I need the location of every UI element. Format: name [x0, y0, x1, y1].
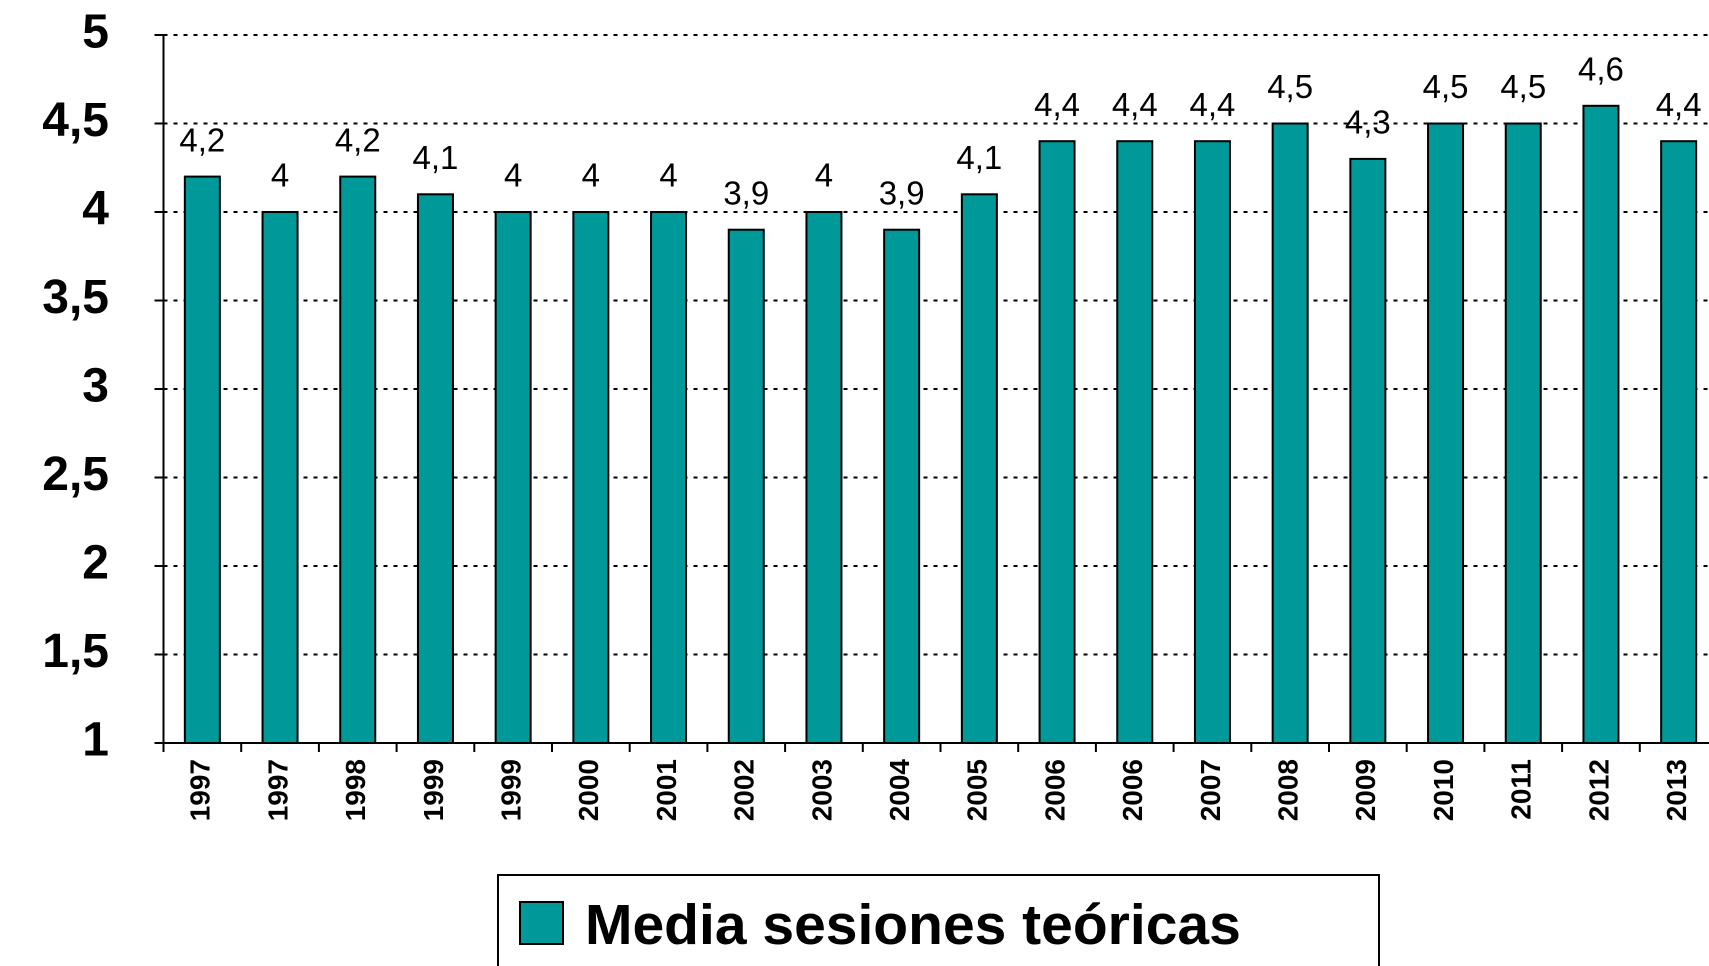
value-label: 3,9 — [723, 174, 769, 211]
bar — [1427, 122, 1465, 744]
x-tick-label: 2008 — [1273, 759, 1304, 821]
bar — [1349, 157, 1387, 744]
bar — [183, 175, 221, 745]
value-label: 4,4 — [1656, 86, 1702, 123]
value-label: 4,4 — [1034, 86, 1080, 123]
x-tick-label: 2005 — [962, 759, 993, 821]
x-tick-label: 2011 — [1506, 759, 1537, 820]
value-label: 4,5 — [1267, 68, 1313, 105]
value-label: 3,9 — [879, 174, 925, 211]
x-tick-label: 2010 — [1428, 759, 1459, 821]
y-tick-label: 2,5 — [42, 448, 109, 501]
x-tick-label: 2000 — [573, 759, 604, 821]
value-label: 4,5 — [1500, 68, 1546, 105]
value-label: 4,2 — [179, 121, 225, 158]
bar — [261, 211, 299, 744]
y-tick-label: 1 — [82, 714, 109, 767]
x-tick-label: 2001 — [651, 759, 682, 821]
bar — [805, 211, 843, 744]
y-tick-label: 4 — [82, 183, 109, 236]
y-tick-label: 5 — [82, 6, 109, 59]
value-label: 4,2 — [335, 121, 381, 158]
bar — [1582, 104, 1620, 745]
x-tick-label: 2013 — [1661, 759, 1692, 821]
bar — [494, 211, 532, 744]
x-tick-label: 2007 — [1195, 759, 1226, 821]
bar — [960, 193, 998, 745]
bar — [1504, 122, 1542, 744]
y-tick-label: 3 — [82, 360, 109, 413]
bar — [339, 175, 377, 745]
legend-swatch — [519, 901, 564, 945]
bar — [1660, 140, 1698, 744]
value-label: 4,4 — [1112, 86, 1158, 123]
y-tick-label: 2 — [82, 537, 109, 590]
value-label: 4 — [815, 157, 833, 194]
legend-label: Media sesiones teóricas — [585, 893, 1241, 957]
bar — [572, 211, 610, 744]
value-label: 4,6 — [1578, 51, 1624, 88]
y-tick-label: 3,5 — [42, 271, 109, 324]
bar — [1193, 140, 1231, 744]
x-tick-label: 1997 — [185, 759, 216, 821]
bar — [1116, 140, 1154, 744]
value-label: 4 — [271, 157, 289, 194]
value-label: 4,1 — [413, 139, 459, 176]
value-label: 4,3 — [1345, 104, 1391, 141]
x-tick-label: 2006 — [1039, 759, 1070, 821]
bar — [650, 211, 688, 744]
bar — [883, 228, 921, 744]
bar — [727, 228, 765, 744]
x-tick-label: 2004 — [884, 759, 915, 822]
bar — [1271, 122, 1309, 744]
value-label: 4 — [582, 157, 600, 194]
x-tick-label: 1998 — [340, 759, 371, 821]
x-tick-label: 1999 — [418, 759, 449, 821]
x-tick-label: 2006 — [1117, 759, 1148, 821]
legend-box — [497, 874, 1380, 966]
x-tick-label: 2002 — [729, 759, 760, 821]
x-tick-label: 2012 — [1583, 759, 1614, 821]
x-tick-label: 1997 — [262, 759, 293, 821]
x-tick-label: 1999 — [496, 759, 527, 821]
value-label: 4 — [504, 157, 522, 194]
x-tick-label: 2009 — [1350, 759, 1381, 821]
value-label: 4,1 — [956, 139, 1002, 176]
y-tick-label: 4,5 — [42, 94, 109, 147]
value-label: 4,5 — [1423, 68, 1469, 105]
x-tick-label: 2003 — [806, 759, 837, 821]
bar — [416, 193, 454, 745]
value-label: 4 — [659, 157, 677, 194]
bar — [1038, 140, 1076, 744]
value-label: 4,4 — [1190, 86, 1236, 123]
y-tick-label: 1,5 — [42, 625, 109, 678]
